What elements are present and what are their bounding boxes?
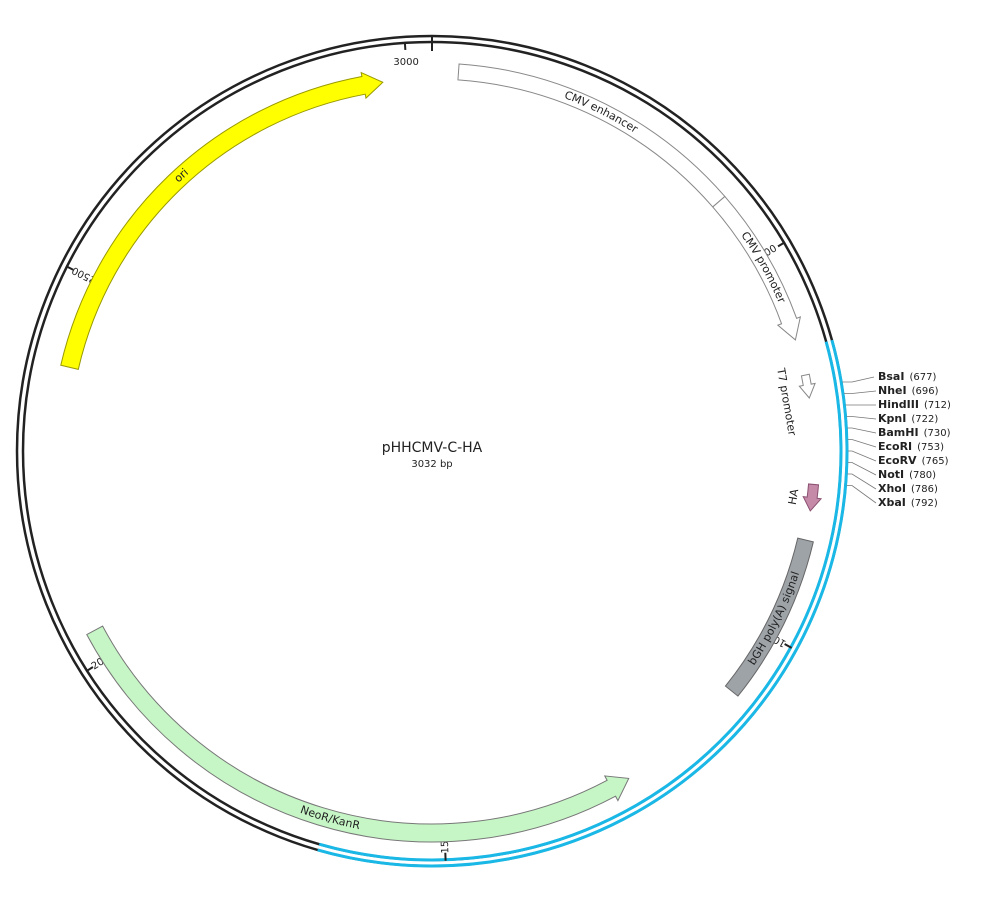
site-name: XhoI (878, 482, 906, 495)
feature-arrow (86, 625, 630, 843)
site-position: (786) (911, 484, 938, 495)
site-name: EcoRI (878, 440, 912, 453)
site-leader (842, 376, 875, 383)
feature-label-text: CMV enhancer (563, 88, 641, 136)
site-label: XbaI (792) (878, 496, 938, 509)
tick-mark (85, 666, 94, 673)
site-name: NheI (878, 384, 907, 397)
site-position: (712) (924, 400, 951, 411)
site-name: EcoRV (878, 454, 917, 467)
feature-label: HA (786, 488, 802, 506)
site-position: (730) (924, 428, 951, 439)
site-label: EcoRV (765) (878, 454, 949, 467)
feature-arrow (802, 483, 823, 512)
feature-arrow (798, 373, 816, 399)
site-leader (847, 473, 877, 490)
site-name: NotI (878, 468, 904, 481)
plasmid-length: 3032 bp (411, 459, 452, 470)
site-label: BamHI (730) (878, 426, 951, 439)
site-name: HindIII (878, 398, 919, 411)
site-name: BsaI (878, 370, 904, 383)
site-name: XbaI (878, 496, 906, 509)
tick-mark (65, 265, 74, 271)
site-position: (677) (909, 372, 936, 383)
feature-arrow (457, 63, 726, 208)
site-position: (722) (911, 414, 938, 425)
site-position: (696) (912, 386, 939, 397)
site-leader (846, 416, 877, 420)
tick-label: 3000 (393, 57, 418, 68)
feature-label: CMV enhancer (563, 88, 641, 136)
site-name: KpnI (878, 412, 906, 425)
highlight-region (318, 341, 843, 862)
site-label: XhoI (786) (878, 482, 938, 495)
highlight-region (317, 339, 849, 868)
plasmid-title: pHHCMV-C-HA (382, 440, 483, 456)
feature-arrow (712, 195, 802, 341)
site-leader (844, 390, 877, 394)
site-label: BsaI (677) (878, 370, 936, 383)
site-name: BamHI (878, 426, 919, 439)
site-label: NotI (780) (878, 468, 936, 481)
site-position: (792) (911, 498, 938, 509)
feature-label: CMV promoter (738, 229, 788, 305)
tick-mark (784, 643, 793, 649)
site-leader (847, 439, 877, 448)
feature-arrow (60, 71, 384, 370)
site-leader (848, 450, 877, 462)
feature-label: T7 promoter (774, 366, 799, 437)
feature-label-text: CMV promoter (738, 229, 788, 305)
site-label: HindIII (712) (878, 398, 951, 411)
site-label: NheI (696) (878, 384, 939, 397)
site-leader (846, 485, 877, 504)
site-position: (753) (917, 442, 944, 453)
tick-mark (403, 41, 407, 50)
tick-mark (777, 241, 786, 248)
site-label: KpnI (722) (878, 412, 938, 425)
site-position: (780) (909, 470, 936, 481)
site-leader (847, 427, 877, 434)
site-label: EcoRI (753) (878, 440, 944, 453)
feature-arrow (724, 537, 814, 697)
site-leader (847, 462, 877, 476)
site-position: (765) (922, 456, 949, 467)
